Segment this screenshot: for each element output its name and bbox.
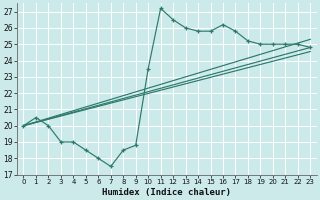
X-axis label: Humidex (Indice chaleur): Humidex (Indice chaleur): [102, 188, 231, 197]
